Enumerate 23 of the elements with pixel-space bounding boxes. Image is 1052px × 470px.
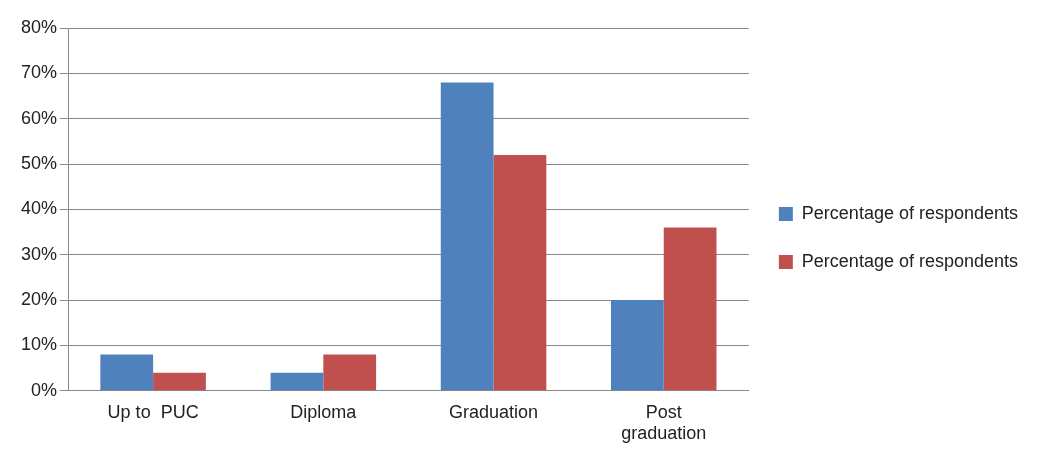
bar (663, 227, 717, 391)
x-tick-label: Up to PUC (107, 401, 199, 422)
y-tick-label: 0% (31, 379, 58, 400)
y-tick-label: 70% (21, 62, 58, 83)
legend-label: Percentage of respondents (801, 202, 1019, 223)
x-tick-label: Graduation (449, 401, 539, 422)
y-tick-label: 60% (21, 107, 58, 128)
y-tick-label: 80% (21, 16, 58, 37)
bar (153, 372, 206, 391)
bar (100, 354, 154, 391)
y-tick-label: 30% (21, 243, 58, 264)
y-tick-label: 40% (21, 198, 58, 219)
y-tick-label: 20% (21, 289, 58, 310)
bar (440, 82, 494, 391)
x-tick-label: Post graduation (621, 401, 707, 444)
y-tick-label: 10% (21, 334, 58, 355)
legend-label: Percentage of respondents (801, 250, 1019, 271)
bar (610, 300, 664, 391)
x-tick-label: Diploma (290, 401, 358, 422)
y-tick-label: 50% (21, 153, 58, 174)
bar (493, 154, 547, 391)
bar (270, 372, 324, 391)
bar (323, 354, 377, 391)
